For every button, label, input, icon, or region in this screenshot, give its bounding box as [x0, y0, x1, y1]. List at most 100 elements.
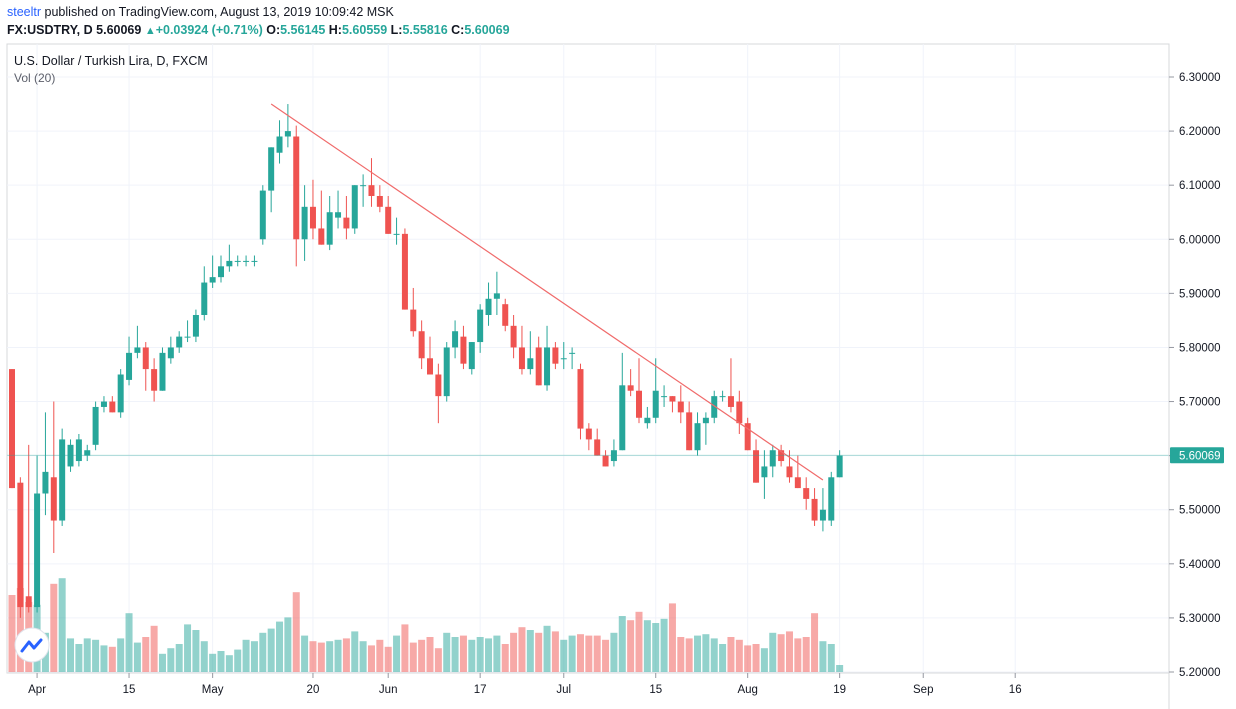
candles	[9, 104, 843, 618]
volume-bar	[518, 627, 526, 672]
candle-body	[393, 233, 400, 235]
volume-bar	[401, 624, 409, 672]
candle-body	[435, 374, 442, 397]
candle-body	[343, 217, 350, 229]
volume-bar	[100, 645, 108, 672]
volume-bar	[359, 641, 367, 672]
close-value: 5.60069	[464, 23, 510, 37]
time-tick-label: 15	[123, 684, 136, 696]
volume-bar	[117, 638, 125, 672]
candle-body	[251, 260, 258, 262]
volume-bar	[326, 641, 334, 672]
high-label: H:	[328, 23, 342, 37]
candle-body	[301, 206, 308, 240]
volume-bar	[234, 649, 242, 672]
volume-bar	[259, 632, 267, 672]
candle-body	[744, 423, 751, 451]
price-tick-label: 5.80000	[1179, 342, 1221, 354]
volume-bar	[585, 635, 593, 672]
volume-bar	[250, 641, 258, 672]
close-label: C:	[451, 23, 465, 37]
candle-body	[427, 358, 433, 375]
high-value: 5.60559	[341, 23, 388, 37]
volume-bar	[209, 653, 217, 672]
volume-bar	[175, 644, 183, 672]
candle-body	[794, 477, 801, 489]
volume-bar	[543, 625, 551, 672]
price-tick-label: 5.30000	[1179, 613, 1221, 625]
volume-bar	[710, 638, 718, 672]
volume-bar	[627, 620, 635, 672]
volume-bar	[685, 638, 693, 672]
volume-bar	[568, 635, 576, 672]
volume-bar	[434, 648, 442, 672]
volume-bar	[242, 639, 250, 672]
volume-bar	[702, 634, 710, 672]
volume-bar	[652, 623, 660, 672]
volume-bar	[133, 642, 141, 672]
tradingview-logo-icon[interactable]	[14, 627, 50, 663]
price-tick-label: 5.50000	[1179, 505, 1221, 517]
chart-header: steeltr published on TradingView.com, Au…	[0, 0, 1236, 44]
candle-body	[126, 352, 133, 380]
volume-bar	[150, 625, 158, 672]
candle-body	[360, 185, 367, 187]
candle-body	[819, 509, 826, 521]
volume-bar	[635, 611, 643, 672]
candle-body	[184, 336, 191, 338]
candle-body	[42, 471, 49, 494]
volume-bar	[83, 638, 91, 672]
candle-body	[376, 196, 383, 207]
volume-bar	[267, 628, 275, 672]
candle-body	[142, 347, 149, 370]
candle-body	[25, 596, 32, 608]
volume-bars	[8, 578, 844, 672]
candle-body	[602, 455, 609, 467]
candle-body	[100, 401, 107, 407]
volume-bar	[409, 642, 417, 672]
time-tick-label: Sep	[913, 684, 933, 696]
volume-bar	[384, 646, 392, 672]
volume-bar	[677, 637, 685, 672]
author-link[interactable]: steeltr	[7, 5, 42, 19]
legend-volume: Vol (20)	[14, 71, 55, 85]
volume-bar	[284, 617, 292, 672]
volume-bar	[602, 639, 610, 672]
last-price-tag	[1170, 447, 1224, 464]
trend-line[interactable]	[270, 103, 824, 481]
volume-bar	[142, 637, 150, 672]
candle-body	[485, 298, 492, 315]
candle-body	[661, 396, 668, 398]
volume-bar	[802, 637, 810, 672]
candle-body	[50, 477, 57, 521]
candle-body	[309, 206, 316, 229]
volume-bar	[225, 655, 233, 672]
symbol-label: FX:USDTRY, D	[7, 23, 93, 37]
volume-bar	[660, 618, 668, 672]
candle-body	[836, 455, 843, 478]
candle-body	[502, 304, 509, 326]
candle-body	[510, 325, 517, 348]
candle-body	[585, 428, 592, 440]
candle-body	[677, 401, 684, 413]
candle-body	[351, 185, 358, 229]
volume-bar	[67, 638, 75, 672]
candle-body	[452, 331, 459, 348]
volume-bar	[426, 637, 434, 672]
candle-body	[259, 190, 266, 240]
price-axis[interactable]: 6.30000 6.20000 6.10000 6.00000 5.90000 5.800…	[1169, 72, 1221, 679]
volume-bar	[309, 641, 317, 672]
volume-bar	[342, 638, 350, 672]
volume-bar	[485, 638, 493, 672]
low-value: 5.55816	[402, 23, 448, 37]
candle-body	[218, 266, 224, 278]
time-axis[interactable]: Apr 15 May 20 Jun 17 Jul 15 Aug 19 Sep 16	[28, 673, 1022, 696]
volume-bar	[719, 644, 727, 672]
candle-body	[727, 396, 734, 407]
candle-body	[134, 347, 141, 353]
candle-body	[803, 488, 810, 499]
publish-line: steeltr published on TradingView.com, Au…	[7, 5, 394, 19]
candle-body	[443, 347, 450, 397]
price-tick-label: 5.90000	[1179, 288, 1221, 300]
